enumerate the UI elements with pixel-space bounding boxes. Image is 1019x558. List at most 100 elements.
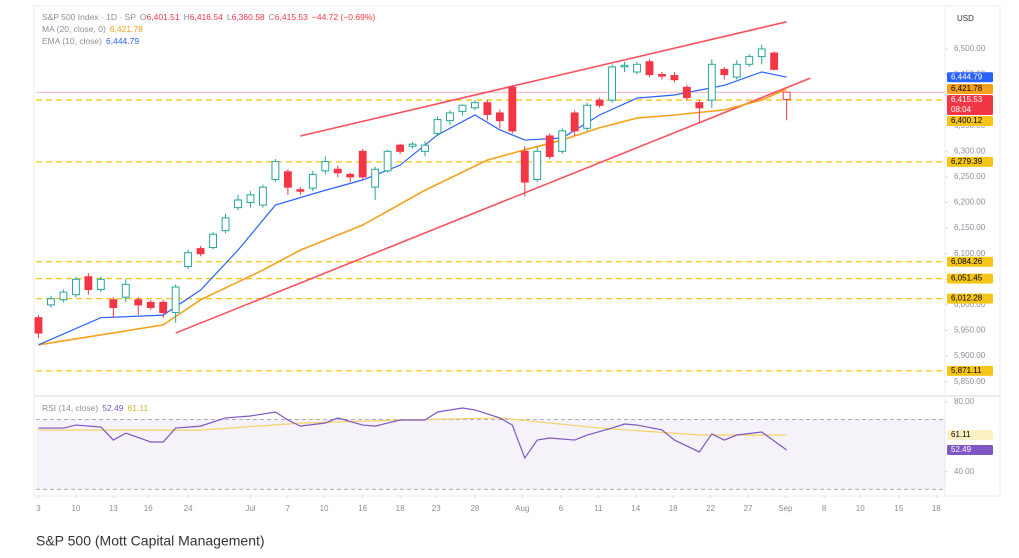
x-tick-label: 18 [932,504,941,513]
candle-body [670,75,679,81]
candle-body [545,135,554,157]
x-tick-label: 15 [894,504,903,513]
candle-body [159,301,168,314]
x-tick-label: 28 [470,504,479,513]
rsi-tick-label: 40.00 [954,467,975,476]
ohlc-label: O [140,12,147,22]
badge-label: 6,400.12 [951,116,983,125]
ema-value: 6,444.79 [106,36,139,46]
ma-name: MA (20, close, 0) [42,24,106,34]
x-tick-label: 16 [144,504,153,513]
candle-body [296,189,305,192]
candle-body [633,63,641,73]
x-tick-label: 3 [36,504,41,513]
x-tick-label: Jul [245,504,255,513]
x-tick-label: 18 [669,504,678,513]
y-tick-label: 6,300.00 [954,146,986,155]
badge-bg [947,94,993,115]
y-tick-label: 6,000.00 [954,300,986,309]
ma-value: 6,421.78 [110,24,143,34]
candle-body [71,278,80,296]
candle-body [583,104,592,129]
candle-body [246,194,255,204]
badge-bg [947,365,993,376]
badge-label: 6,051.45 [951,274,983,283]
rsi-band [36,419,945,490]
candle-body [682,86,691,99]
x-tick-label: 11 [594,504,603,513]
candle-body [645,61,654,76]
frame [33,5,1001,497]
ohlc-value: 6,360.58 [232,12,265,22]
price-badge: 6,051.45 [947,273,993,284]
badge-label: 5,871.11 [951,366,982,375]
candle-body [421,144,429,152]
candle-body [333,168,342,174]
rsi-value: 52.49 [102,403,124,413]
ohlc-label: L [227,12,232,22]
ema-name: EMA (10, close) [42,36,102,46]
badge-label: 61.11 [951,430,971,439]
currency: USD [957,14,974,23]
y-tick-label: 6,150.00 [954,223,986,232]
y-tick-label: 6,100.00 [954,249,986,258]
candle-body [59,291,68,301]
rsi-ma-value: 61.11 [128,403,149,413]
x-tick-label: 14 [631,504,640,513]
candle-body [221,217,230,232]
ohlc-value: 6,416.54 [190,12,223,22]
candle-body [558,130,567,152]
legend-ma: MA (20, close, 0) 6,421.78 [42,24,143,34]
rsi-ma-line [38,417,787,436]
candle-body [358,150,367,178]
badge-bg [947,293,993,304]
candle-body [757,48,766,58]
candle-body [533,150,542,180]
candle-body [308,173,317,189]
x-tick-label: 6 [559,504,564,513]
candle-body [458,104,467,112]
price-badge: 6,084.26 [947,256,993,267]
y-tick-label: 6,250.00 [954,172,986,181]
candle-body [658,74,666,77]
candle-body [707,63,716,101]
price-badge: 6,279.39 [947,156,993,167]
x-tick-label: 27 [744,504,753,513]
x-tick-label: 24 [184,504,193,513]
ohlc-label: H [184,12,190,22]
candle-body [570,112,579,132]
ema-line [38,71,787,346]
y-tick-label: 6,200.00 [954,198,986,207]
ohlc-label: C [269,12,275,22]
candle-body [695,102,704,109]
x-tick-label: 16 [358,504,367,513]
badge-label: 6,279.39 [951,157,983,166]
candle-body [470,102,479,109]
change: −44.72 (−0.69%) [312,12,375,22]
badge-label: 52.49 [951,445,972,454]
candle-body [109,299,118,308]
candle-body [745,56,754,65]
x-tick-label: 23 [432,504,441,513]
badge-label: 6,421.78 [951,84,983,93]
candle-body [321,161,330,172]
badge-bg [947,256,993,267]
rsi-badge: 61.11 [947,429,993,440]
candle-body [483,102,492,115]
y-tick-label: 5,900.00 [954,351,986,360]
candle-body [732,63,741,78]
candle-body [196,248,205,255]
candle-body [121,283,130,298]
trendline [300,21,787,137]
candle-body [171,286,180,314]
candle-body [383,150,392,172]
y-tick-label: 6,500.00 [954,44,986,53]
price-badge: 6,444.79 [947,72,993,83]
x-tick-label: 13 [109,504,118,513]
candle-body [782,91,791,100]
legend-ema: EMA (10, close) 6,444.79 [42,36,139,46]
badge-label: 6,444.79 [951,72,983,81]
caption: S&P 500 (Mott Capital Management) [36,533,265,549]
